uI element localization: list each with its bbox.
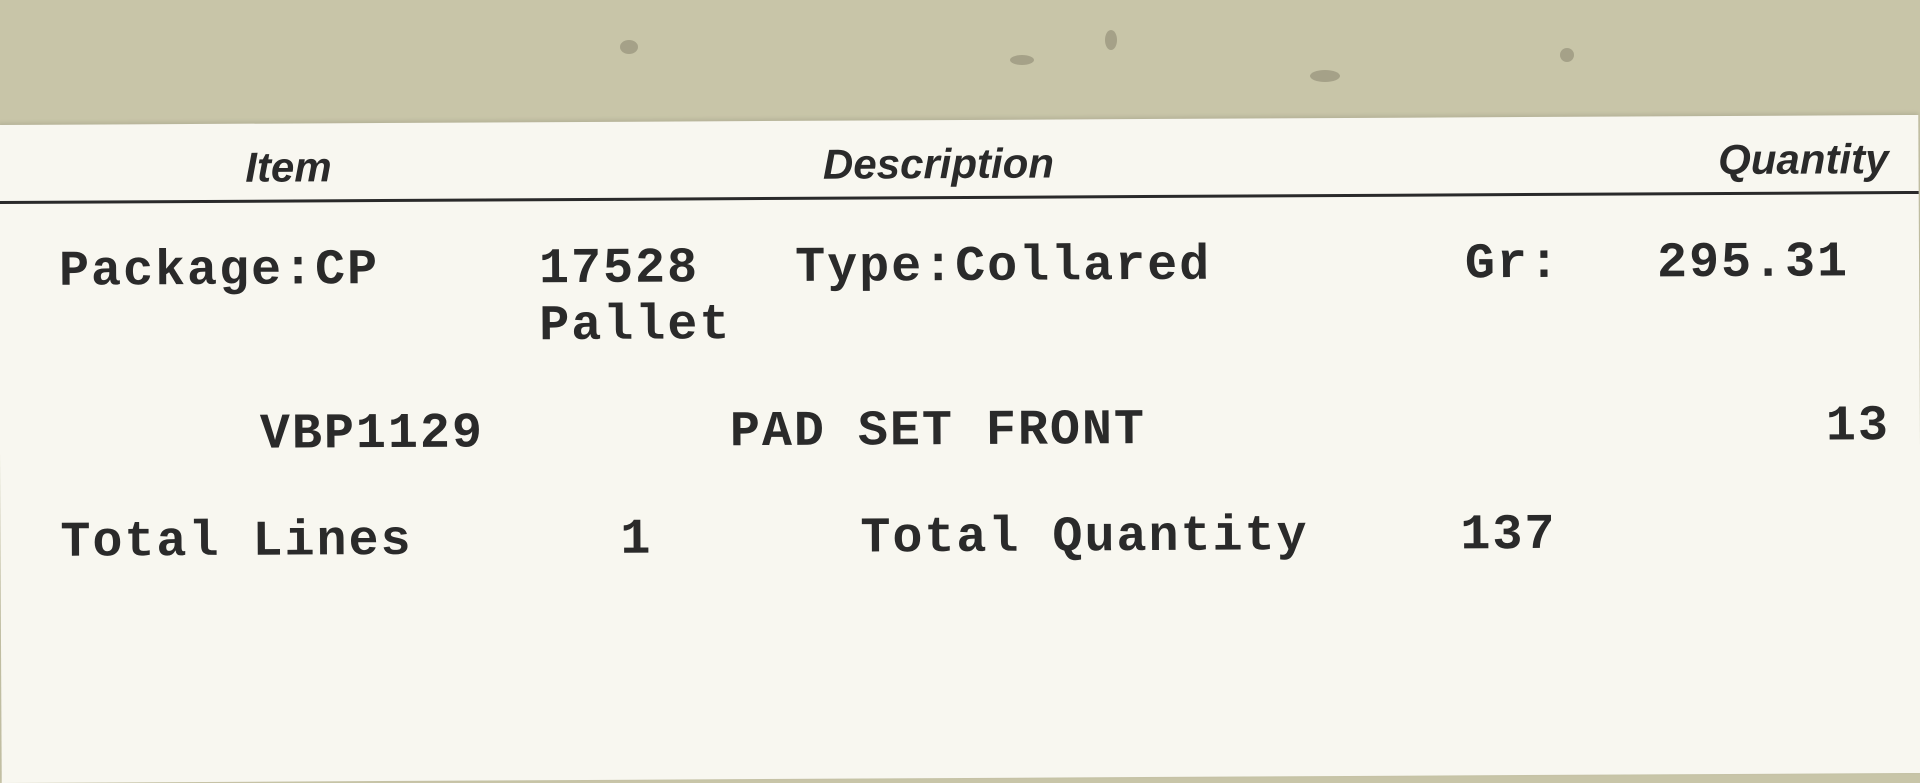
- total-quantity-value: 137: [1380, 506, 1680, 565]
- package-gross: Gr: 295.31: [1359, 234, 1890, 351]
- header-item: Item: [28, 142, 548, 193]
- gross-label: Gr:: [1465, 236, 1561, 294]
- texture-spot: [1105, 30, 1117, 50]
- totals-row: Total Lines 1 Total Quantity 137: [0, 505, 1920, 572]
- total-lines-label: Total Lines: [60, 512, 620, 572]
- header-quantity: Quantity: [1328, 135, 1888, 186]
- header-description: Description: [548, 138, 1328, 190]
- item-code: VBP1129: [260, 405, 660, 464]
- type-label: Type:: [795, 239, 955, 297]
- package-row: Package:CP 17528 Type:Collared Pallet Gr…: [0, 234, 1919, 358]
- package-label: Package:: [59, 242, 315, 300]
- packing-list-sheet: Item Description Quantity Package:CP 175…: [0, 115, 1920, 783]
- line-item-row: VBP1129 PAD SET FRONT 13: [0, 398, 1920, 465]
- total-lines-value: 1: [620, 511, 780, 569]
- package-prefix: CP: [315, 242, 379, 299]
- package-code: Package:CP: [59, 241, 540, 358]
- column-header-row: Item Description Quantity: [0, 135, 1919, 204]
- package-id: 17528: [539, 240, 699, 298]
- texture-spot: [1310, 70, 1340, 82]
- gross-value: 295.31: [1657, 234, 1849, 292]
- texture-spot: [1010, 55, 1034, 65]
- item-description: PAD SET FRONT: [660, 400, 1440, 461]
- texture-spot: [1560, 48, 1574, 62]
- package-type: 17528 Type:Collared Pallet: [539, 237, 1360, 355]
- item-spacer: [60, 407, 260, 465]
- item-quantity-partial: 13: [1440, 398, 1890, 457]
- texture-spot: [620, 40, 638, 54]
- total-quantity-label: Total Quantity: [780, 508, 1380, 568]
